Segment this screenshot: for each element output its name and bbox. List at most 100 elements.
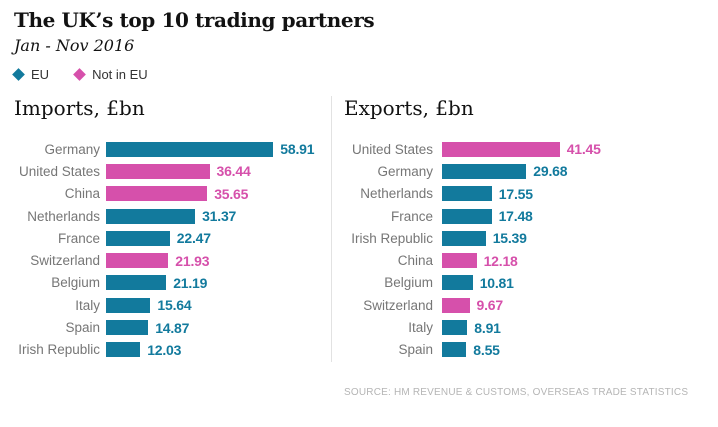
bar-row: Belgium 21.19 [14, 272, 324, 294]
value-label: 12.03 [147, 341, 182, 358]
value-label: 10.81 [479, 274, 514, 291]
bar [442, 141, 560, 157]
bar [442, 297, 470, 313]
bar-row: Switzerland 21.93 [14, 249, 324, 271]
bar [106, 163, 210, 179]
bar-row: Irish Republic 15.39 [344, 227, 714, 249]
country-label: Belgium [384, 275, 433, 291]
bar-row: Belgium 10.81 [344, 272, 714, 294]
bar [106, 253, 169, 269]
bar [106, 320, 149, 336]
country-label: Germany [44, 141, 100, 157]
country-label: Spain [65, 320, 100, 336]
bar-row: France 17.48 [344, 205, 714, 227]
bar-row: China 35.65 [14, 183, 324, 205]
value-label: 17.55 [498, 185, 533, 202]
bar-row: Switzerland 9.67 [344, 294, 714, 316]
bar [106, 297, 151, 313]
eu-diamond-icon [12, 68, 25, 81]
bar [442, 320, 468, 336]
charts-area: Imports, £bn Germany 58.91 United States 36… [0, 96, 718, 398]
value-label: 12.18 [483, 252, 518, 269]
bar-row: Irish Republic 12.03 [14, 339, 324, 361]
legend-item-eu: EU [12, 67, 50, 82]
imports-chart: Imports, £bn Germany 58.91 United States 36… [14, 96, 324, 361]
value-label: 22.47 [176, 230, 211, 247]
country-label: Switzerland [363, 297, 433, 313]
bar-row: United States 36.44 [14, 160, 324, 182]
exports-bar-rows: United States 41.45 Germany 29.68 Netherland… [344, 138, 714, 361]
country-label: France [57, 230, 100, 246]
country-label: China [64, 186, 100, 202]
bar [106, 342, 141, 358]
bar-row: Italy 15.64 [14, 294, 324, 316]
bar-row: Italy 8.91 [344, 316, 714, 338]
imports-bar-rows: Germany 58.91 United States 36.44 China 35.65… [14, 138, 324, 361]
bar [442, 230, 486, 246]
value-label: 58.91 [280, 141, 315, 158]
not-in-eu-diamond-icon [73, 68, 86, 81]
value-label: 15.39 [492, 230, 527, 247]
country-label: Netherlands [360, 186, 433, 202]
value-label: 8.55 [473, 341, 500, 358]
country-label: Irish Republic [351, 230, 433, 246]
bar-row: Spain 8.55 [344, 339, 714, 361]
value-label: 21.19 [173, 274, 208, 291]
bar-row: United States 41.45 [344, 138, 714, 160]
header: The UK’s top 10 trading partners Jan - N… [12, 8, 375, 82]
exports-chart-title: Exports, £bn [344, 96, 474, 120]
bar-row: France 22.47 [14, 227, 324, 249]
value-label: 35.65 [214, 185, 249, 202]
bar [106, 208, 196, 224]
column-divider [331, 96, 332, 362]
country-label: Irish Republic [18, 342, 100, 358]
country-label: Germany [377, 163, 433, 179]
value-label: 36.44 [216, 163, 251, 180]
bar-row: Netherlands 31.37 [14, 205, 324, 227]
value-label: 15.64 [157, 297, 192, 314]
bar [106, 141, 274, 157]
legend-item-not-eu: Not in EU [73, 67, 148, 82]
legend-label-eu: EU [31, 67, 50, 82]
bar-row: Spain 14.87 [14, 316, 324, 338]
value-label: 41.45 [566, 141, 601, 158]
country-label: China [397, 253, 433, 269]
bar [442, 342, 467, 358]
country-label: Italy [75, 297, 100, 313]
value-label: 21.93 [175, 252, 210, 269]
subtitle: Jan - Nov 2016 [14, 36, 135, 55]
country-label: United States [351, 141, 433, 157]
country-label: United States [18, 163, 100, 179]
bar-row: Netherlands 17.55 [344, 183, 714, 205]
bar [106, 230, 170, 246]
value-label: 17.48 [498, 208, 533, 225]
country-label: Netherlands [27, 208, 100, 224]
value-label: 14.87 [155, 319, 190, 336]
value-label: 29.68 [533, 163, 568, 180]
country-label: Belgium [51, 275, 100, 291]
bar [442, 253, 477, 269]
country-label: Italy [408, 320, 433, 336]
country-label: Switzerland [30, 253, 100, 269]
bar [106, 275, 167, 291]
bar [442, 208, 492, 224]
value-label: 8.91 [474, 319, 501, 336]
bar [442, 275, 473, 291]
bar-row: Germany 58.91 [14, 138, 324, 160]
page-title: The UK’s top 10 trading partners [14, 8, 375, 32]
legend: EU Not in EU [12, 67, 374, 82]
exports-chart: Exports, £bn United States 41.45 Germany 29… [344, 96, 714, 398]
value-label: 9.67 [476, 297, 504, 314]
country-label: France [390, 208, 433, 224]
bar-row: Germany 29.68 [344, 160, 714, 182]
bar [442, 163, 527, 179]
legend-label-not-eu: Not in EU [92, 67, 148, 82]
imports-chart-title: Imports, £bn [14, 96, 145, 120]
bar-row: China 12.18 [344, 249, 714, 271]
source-note: SOURCE: HM REVENUE & CUSTOMS, OVERSEAS T… [344, 386, 689, 398]
bar [442, 186, 492, 202]
country-label: Spain [398, 342, 433, 358]
bar [106, 186, 208, 202]
value-label: 31.37 [202, 208, 237, 225]
